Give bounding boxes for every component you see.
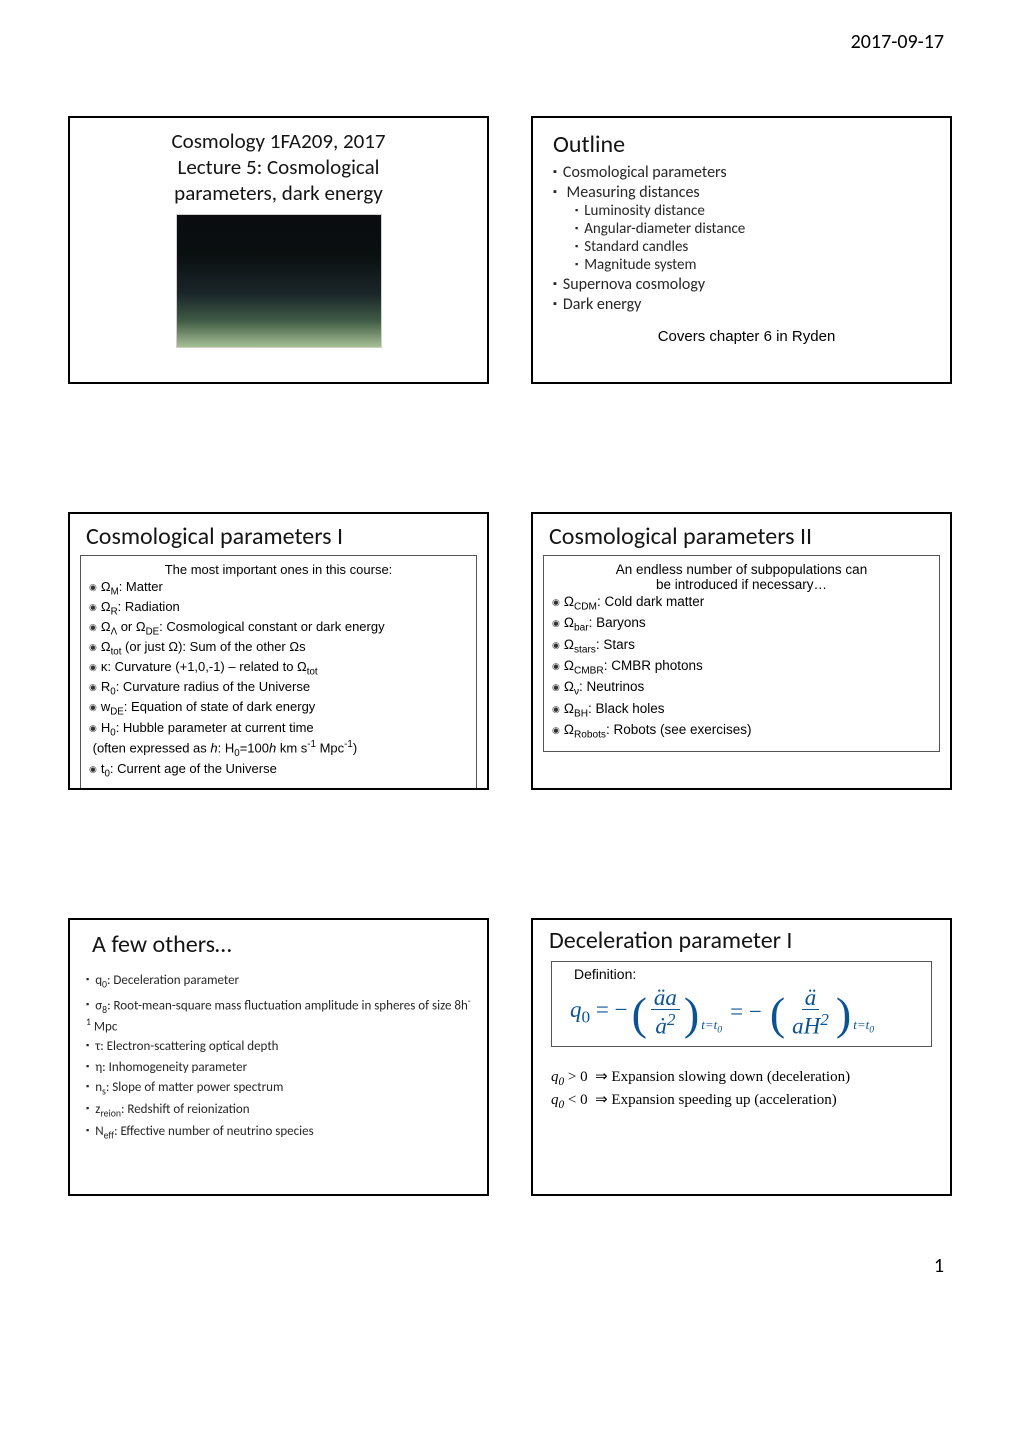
list-item: Ων: Neutrinos	[552, 679, 931, 699]
list-item: ΩM: Matter	[89, 579, 468, 599]
list-item: Ωbar: Baryons	[552, 615, 931, 635]
list-item: κ: Curvature (+1,0,-1) – related to Ωtot	[89, 659, 468, 679]
list-item: Ωtot (or just Ω): Sum of the other Ωs	[89, 639, 468, 659]
list-item: ΩR: Radiation	[89, 599, 468, 619]
title-line-3: parameters, dark energy	[94, 180, 463, 206]
params2-subhead: An endless number of subpopulations can …	[552, 562, 931, 592]
params1-title: Cosmological parameters I	[70, 514, 487, 555]
params2-subhead-l2: be introduced if necessary…	[656, 577, 827, 592]
params1-list: ΩM: MatterΩR: RadiationΩΛ or ΩDE: Cosmol…	[89, 579, 468, 781]
list-item: H0: Hubble parameter at current time (of…	[89, 720, 468, 761]
decel-implications: q0 > 0 ⇒ Expansion slowing down (deceler…	[533, 1055, 950, 1111]
decel-formula: q0 = − ( äa ȧ2 ) t=t0 = − ( ä aH2 ) t=t0	[570, 986, 921, 1038]
slide-outline: Outline Cosmological parameters Measurin…	[531, 116, 952, 384]
params1-box: The most important ones in this course: …	[80, 555, 477, 790]
page-number: 1	[68, 1254, 952, 1278]
page-date: 2017-09-17	[68, 30, 952, 54]
list-item: ΩCDM: Cold dark matter	[552, 594, 931, 614]
slide-params-2: Cosmological parameters II An endless nu…	[531, 512, 952, 790]
list-item: τ: Electron-scattering optical depth	[86, 1039, 475, 1055]
outline-subitem: Luminosity distance	[575, 202, 940, 220]
outline-subitem: Angular-diameter distance	[575, 220, 940, 238]
list-item: t0: Current age of the Universe	[89, 761, 468, 781]
outline-covers-note: Covers chapter 6 in Ryden	[553, 328, 940, 345]
slide-grid: Cosmology 1FA209, 2017 Lecture 5: Cosmol…	[68, 116, 952, 1196]
outline-item: Cosmological parameters	[553, 163, 940, 182]
list-item: R0: Curvature radius of the Universe	[89, 679, 468, 699]
decel-title: Deceleration parameter I	[533, 920, 950, 961]
title-line-2: Lecture 5: Cosmological	[94, 154, 463, 180]
list-item: η: Inhomogeneity parameter	[86, 1060, 475, 1076]
slide-others: A few others… q0: Deceleration parameter…	[68, 918, 489, 1196]
decel-def-label: Definition:	[574, 966, 921, 982]
params2-box: An endless number of subpopulations can …	[543, 555, 940, 752]
others-list: q0: Deceleration parameter σ8: Root-mean-…	[86, 973, 475, 1141]
list-item: zreion: Redshift of reionization	[86, 1102, 475, 1120]
outline-item: Dark energy	[553, 295, 940, 314]
params1-subhead: The most important ones in this course:	[89, 562, 468, 577]
list-item: ΩΛ or ΩDE: Cosmological constant or dark…	[89, 619, 468, 639]
list-item: ΩBH: Black holes	[552, 701, 931, 721]
outline-item: Supernova cosmology	[553, 275, 940, 294]
decel-imp-1: q0 > 0 ⇒ Expansion slowing down (deceler…	[551, 1067, 950, 1088]
list-item: Neff: Effective number of neutrino speci…	[86, 1124, 475, 1142]
list-item: Ωstars: Stars	[552, 637, 931, 657]
outline-subitem: Standard candles	[575, 238, 940, 256]
list-item: wDE: Equation of state of dark energy	[89, 699, 468, 719]
decel-imp-2: q0 < 0 ⇒ Expansion speeding up (accelera…	[551, 1090, 950, 1111]
params2-list: ΩCDM: Cold dark matterΩbar: BaryonsΩstar…	[552, 594, 931, 742]
lecture-image-placeholder	[176, 214, 382, 348]
list-item: ΩCMBR: CMBR photons	[552, 658, 931, 678]
list-item: q0: Deceleration parameter	[86, 973, 475, 991]
list-item: ΩRobots: Robots (see exercises)	[552, 722, 931, 742]
outline-item: Measuring distances Luminosity distance …	[553, 183, 940, 274]
slide-title: Cosmology 1FA209, 2017 Lecture 5: Cosmol…	[68, 116, 489, 384]
slide-deceleration: Deceleration parameter I Definition: q0 …	[531, 918, 952, 1196]
others-title: A few others…	[92, 930, 475, 959]
outline-subitem: Magnitude system	[575, 256, 940, 274]
list-item: ns: Slope of matter power spectrum	[86, 1080, 475, 1098]
params2-subhead-l1: An endless number of subpopulations can	[616, 562, 867, 577]
params2-title: Cosmological parameters II	[533, 514, 950, 555]
outline-item-label: Measuring distances	[567, 183, 700, 202]
title-line-1: Cosmology 1FA209, 2017	[94, 128, 463, 154]
decel-definition-box: Definition: q0 = − ( äa ȧ2 ) t=t0 = − ( …	[551, 961, 932, 1047]
outline-title: Outline	[553, 130, 940, 159]
list-item: σ8: Root-mean-square mass fluctuation am…	[86, 995, 475, 1036]
slide-params-1: Cosmological parameters I The most impor…	[68, 512, 489, 790]
